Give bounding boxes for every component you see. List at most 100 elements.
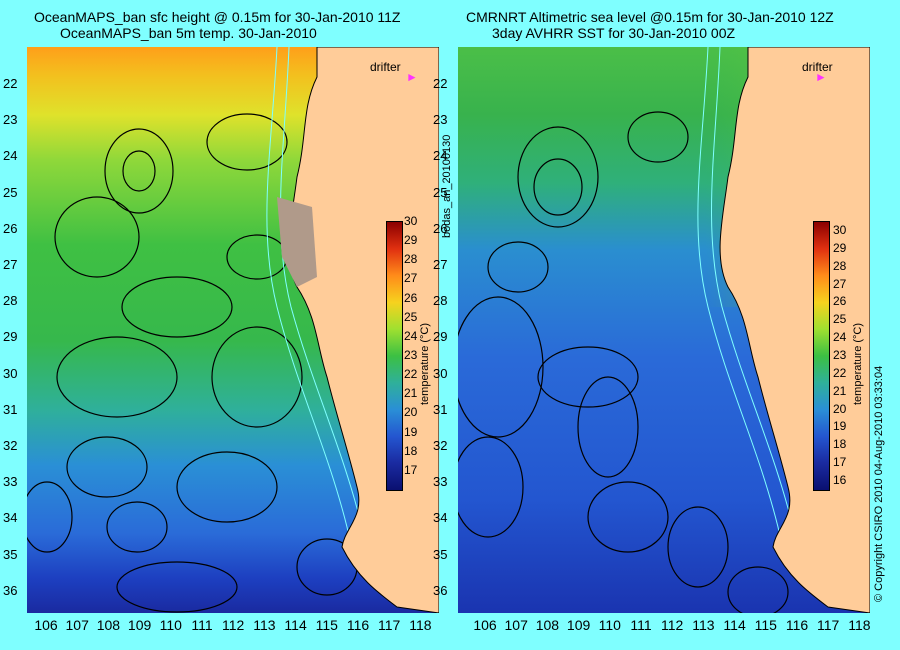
colorbar-tick-label: 26	[833, 294, 847, 309]
lon-label: 109	[127, 617, 152, 633]
colorbar-tick-label: 25	[833, 312, 847, 327]
copyright-text: © Copyright CSIRO 2010 04-Aug-2010 03:33…	[873, 365, 885, 602]
lat-label: 26	[433, 220, 448, 236]
colorbar-tick-label: 22	[833, 365, 847, 380]
colorbar-tick-label: 30	[404, 214, 418, 228]
lat-label: 30	[3, 365, 18, 381]
colorbar-tick-label: 29	[833, 240, 847, 255]
lon-label: 108	[535, 617, 560, 633]
colorbar-tick-label: 30	[833, 222, 847, 237]
lon-label: 117	[817, 617, 840, 633]
colorbar-tick-label: 25	[404, 309, 418, 324]
colorbar-tick-label: 27	[404, 271, 418, 286]
right-title-line1: CMRNRT Altimetric sea level @0.15m for 3…	[466, 9, 834, 25]
lat-label: 27	[433, 257, 448, 272]
lat-label: 23	[433, 112, 448, 128]
lat-label: 28	[3, 293, 18, 309]
lat-label: 33	[3, 474, 18, 490]
colorbar-tick-label: 28	[404, 252, 418, 267]
lon-label: 111	[630, 617, 652, 633]
lon-label: 115	[754, 617, 777, 633]
lat-label: 26	[3, 220, 18, 236]
left-inlet-dark-land	[277, 197, 317, 287]
left-title-line1: OceanMAPS_ban sfc height @ 0.15m for 30-…	[34, 9, 401, 25]
lon-label: 110	[159, 617, 182, 633]
lat-label: 31	[3, 401, 18, 417]
colorbar-tick-label: 26	[404, 290, 418, 305]
colorbar-tick-label: 21	[833, 383, 847, 398]
lon-label: 110	[598, 617, 621, 633]
colorbar-tick-label: 28	[833, 258, 847, 273]
lon-label: 118	[848, 617, 871, 633]
right-colorbar-label: temperature (°C)	[852, 322, 864, 405]
run-id-text: bodas_an_20100130	[441, 134, 453, 238]
lat-label: 36	[433, 582, 448, 598]
left-drifter-marker-icon: ►	[406, 70, 418, 84]
lat-label: 36	[3, 582, 18, 598]
left-colorbar-label: temperature (°C)	[419, 322, 431, 405]
lon-label: 114	[723, 617, 746, 633]
colorbar-tick-label: 23	[404, 348, 418, 362]
colorbar-tick-label: 23	[833, 348, 847, 362]
lon-label: 112	[222, 617, 245, 633]
right-title-line2: 3day AVHRR SST for 30-Jan-2010 00Z	[492, 25, 736, 41]
right-map-canvas	[458, 47, 870, 613]
lat-label: 33	[433, 474, 448, 490]
lon-label: 113	[253, 617, 276, 633]
left-drifter-label: drifter	[370, 60, 401, 74]
colorbar-tick-label: 24	[404, 328, 418, 343]
colorbar-tick-label: 17	[404, 462, 418, 477]
left-sla-contours	[27, 113, 358, 613]
lat-label: 22	[3, 76, 18, 91]
lat-label: 23	[3, 112, 18, 128]
lat-label: 27	[3, 257, 18, 272]
lon-label: 108	[96, 617, 121, 633]
lon-label: 107	[65, 617, 89, 633]
lat-label: 35	[3, 546, 18, 562]
lat-label: 24	[3, 148, 18, 164]
colorbar-tick-label: 18	[833, 437, 847, 452]
lat-label: 32	[3, 438, 18, 453]
colorbar-tick-label: 20	[404, 405, 418, 420]
lat-label: 34	[3, 510, 18, 526]
lon-label: 106	[34, 617, 58, 633]
lon-label: 113	[692, 617, 715, 633]
lat-label: 32	[433, 438, 448, 453]
lon-label: 118	[409, 617, 432, 633]
lon-label: 116	[785, 617, 809, 633]
lat-label: 28	[433, 293, 448, 309]
lat-label: 22	[433, 76, 448, 91]
right-sla-contours	[458, 111, 789, 613]
lat-label: 35	[433, 546, 448, 562]
right-colorbar	[813, 221, 830, 491]
lat-label: 25	[3, 184, 18, 200]
lat-label: 31	[433, 401, 448, 417]
left-title-line2: OceanMAPS_ban 5m temp. 30-Jan-2010	[60, 25, 317, 41]
left-map-canvas	[27, 47, 439, 613]
right-drifter-marker-icon: ►	[815, 70, 827, 84]
lat-label: 25	[433, 184, 448, 200]
colorbar-tick-label: 24	[833, 330, 847, 345]
lon-label: 114	[284, 617, 307, 633]
colorbar-tick-label: 27	[833, 276, 847, 291]
lon-label: 112	[661, 617, 684, 633]
lon-label: 107	[504, 617, 528, 633]
right-land	[719, 47, 870, 613]
lon-label: 111	[191, 617, 213, 633]
colorbar-tick-label: 29	[404, 233, 418, 248]
right-drifter-label: drifter	[802, 60, 833, 74]
colorbar-tick-label: 19	[404, 424, 418, 439]
lon-label: 116	[346, 617, 370, 633]
colorbar-tick-label: 18	[404, 443, 418, 458]
lat-label: 29	[433, 329, 448, 345]
colorbar-tick-label: 22	[404, 367, 418, 382]
colorbar-tick-label: 17	[833, 455, 847, 470]
lat-label: 29	[3, 329, 18, 345]
colorbar-tick-label: 16	[833, 473, 847, 488]
right-map-panel	[458, 47, 870, 613]
lat-label: 24	[433, 148, 448, 164]
lon-label: 109	[566, 617, 591, 633]
left-colorbar	[386, 221, 403, 491]
colorbar-tick-label: 21	[404, 386, 418, 401]
lon-label: 117	[378, 617, 401, 633]
